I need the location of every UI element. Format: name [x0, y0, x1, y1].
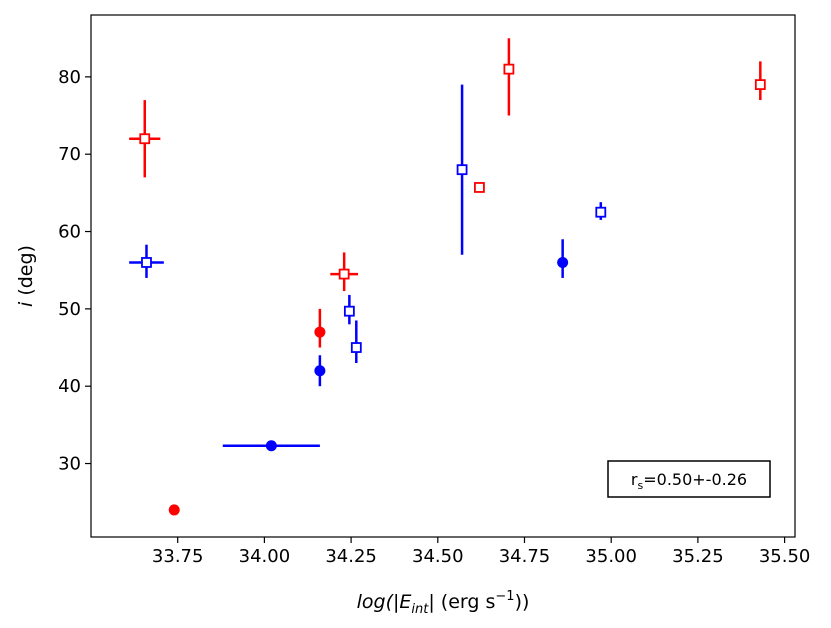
filled-circle-marker [314, 365, 326, 377]
filled-circle-marker [265, 440, 277, 452]
x-tick-label: 34.25 [325, 546, 377, 567]
x-axis-label: log(|Eint| (erg s−1)) [357, 589, 530, 617]
open-square-marker [474, 182, 485, 193]
open-square-marker [456, 164, 468, 176]
open-square-marker [754, 79, 766, 90]
data-point [343, 294, 355, 325]
data-point [503, 38, 515, 116]
x-tick-label: 34.00 [239, 546, 291, 567]
open-square-marker [338, 268, 350, 280]
data-point [474, 182, 485, 193]
data-point [595, 202, 607, 220]
data-point [456, 84, 468, 255]
data-point [330, 252, 359, 292]
rs-annotation: rs=0.50+-0.26 [607, 460, 771, 498]
open-square-marker [350, 342, 362, 353]
y-axis-label: i (deg) [15, 245, 37, 307]
data-point [168, 504, 180, 516]
data-marks [129, 38, 766, 516]
data-point [314, 355, 326, 387]
y-tick-label: 70 [58, 144, 81, 165]
annotation-box [607, 460, 771, 498]
open-square-marker [141, 257, 152, 268]
x-tick-label: 34.75 [499, 546, 551, 567]
y-axis: 30 40 50 60 70 80 [58, 67, 91, 475]
data-point [129, 100, 161, 178]
x-tick-label: 35.50 [759, 546, 811, 567]
y-tick-label: 60 [58, 222, 81, 243]
y-tick-label: 30 [58, 454, 81, 475]
data-point [314, 308, 326, 348]
x-axis: 33.75 34.00 34.25 34.50 34.75 35.00 35.25 35.50 [152, 537, 810, 567]
data-point [129, 244, 164, 278]
x-tick-label: 34.50 [412, 546, 464, 567]
data-point [557, 239, 569, 278]
y-tick-label: 40 [58, 376, 81, 397]
x-tick-label: 35.25 [672, 546, 724, 567]
plot-frame [90, 14, 796, 538]
data-point [754, 61, 766, 101]
y-tick-label: 80 [58, 67, 81, 88]
filled-circle-marker [557, 256, 569, 268]
filled-circle-marker [168, 504, 180, 516]
x-tick-label: 35.00 [585, 546, 637, 567]
filled-circle-marker [314, 326, 326, 338]
data-point [222, 440, 320, 452]
open-square-marker [139, 133, 151, 145]
open-square-marker [343, 305, 355, 317]
annotation-text: rs=0.50+-0.26 [631, 470, 747, 492]
open-square-marker [503, 63, 515, 75]
y-tick-label: 50 [58, 299, 81, 320]
x-tick-label: 33.75 [152, 546, 204, 567]
open-square-marker [595, 206, 607, 218]
data-point [350, 320, 362, 363]
